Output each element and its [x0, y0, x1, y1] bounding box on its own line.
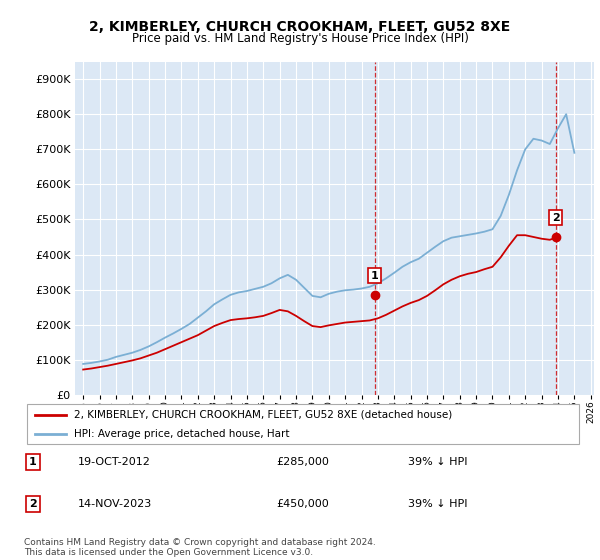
- Text: 19-OCT-2012: 19-OCT-2012: [78, 457, 151, 467]
- Text: HPI: Average price, detached house, Hart: HPI: Average price, detached house, Hart: [74, 430, 290, 439]
- Text: 2, KIMBERLEY, CHURCH CROOKHAM, FLEET, GU52 8XE (detached house): 2, KIMBERLEY, CHURCH CROOKHAM, FLEET, GU…: [74, 410, 452, 420]
- Text: 39% ↓ HPI: 39% ↓ HPI: [408, 457, 467, 467]
- Text: £450,000: £450,000: [276, 499, 329, 509]
- Text: 2, KIMBERLEY, CHURCH CROOKHAM, FLEET, GU52 8XE: 2, KIMBERLEY, CHURCH CROOKHAM, FLEET, GU…: [89, 20, 511, 34]
- FancyBboxPatch shape: [27, 404, 579, 445]
- Text: 1: 1: [371, 270, 379, 281]
- Text: Contains HM Land Registry data © Crown copyright and database right 2024.
This d: Contains HM Land Registry data © Crown c…: [24, 538, 376, 557]
- Text: Price paid vs. HM Land Registry's House Price Index (HPI): Price paid vs. HM Land Registry's House …: [131, 32, 469, 45]
- Text: 14-NOV-2023: 14-NOV-2023: [78, 499, 152, 509]
- Text: 2: 2: [551, 213, 559, 223]
- Text: 39% ↓ HPI: 39% ↓ HPI: [408, 499, 467, 509]
- Text: 1: 1: [29, 457, 37, 467]
- Text: £285,000: £285,000: [276, 457, 329, 467]
- Text: 2: 2: [29, 499, 37, 509]
